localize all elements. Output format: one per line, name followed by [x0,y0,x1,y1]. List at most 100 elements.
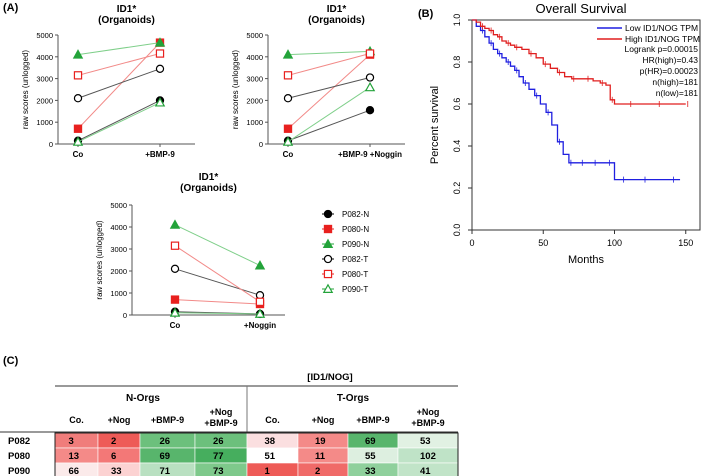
y-tick-label: 1000 [36,118,53,127]
column-header: Co. [69,415,84,425]
series-line-P080-N [175,300,260,304]
data-point-P080-T [366,50,373,57]
chart-title: ID1* [117,4,137,15]
y-tick-label: 3000 [36,75,53,84]
series-line-P080-T [175,246,260,302]
cell-value: 41 [420,466,431,476]
line-plot-co-vs-noggin: ID1*(Organoids) 0 1000 2000 3000 4000 5000 raw … [70,168,410,338]
cell-value: 69 [160,451,171,462]
column-header: +BMP-9 [151,415,184,425]
legend-marker-P082-N [324,210,331,217]
cell-value: 77 [213,451,224,462]
heatmap-cell [55,433,98,448]
data-point-P080-T [171,242,178,249]
x-tick-label: 100 [607,238,622,248]
y-tick-label: 0.8 [452,56,462,69]
cell-value: 13 [69,451,80,462]
cell-value: 55 [365,451,376,462]
series-line-P082-T [175,269,260,295]
cell-value: 33 [111,466,122,476]
data-point-P082-T [74,95,81,102]
data-point-P080-T [156,50,163,57]
cell-value: 26 [213,436,224,447]
cell-value: 6 [111,451,116,462]
x-tick-label: +Noggin [244,321,276,330]
data-point-P082-T [171,265,178,272]
legend-marker-P082-T [324,255,331,262]
column-header: +Nog [210,407,233,417]
chart-title: ID1* [199,172,219,183]
chart-title: Overall Survival [535,1,626,16]
cell-value: 19 [315,436,326,447]
y-axis-label: raw scores (unlogged) [21,50,30,129]
series-line-P090-T [175,313,260,314]
cell-value: 11 [315,451,326,462]
data-point-P082-T [284,95,291,102]
y-axis-label: raw scores (unlogged) [231,50,240,129]
cell-value: 38 [265,436,276,447]
y-tick-label: 3000 [110,245,127,254]
cell-value: 1 [265,466,271,476]
x-tick-label: +BMP-9 +Noggin [338,150,402,159]
y-tick-label: 3000 [246,75,263,84]
legend-marker-P080-T [324,270,331,277]
cell-value: 33 [365,466,376,476]
x-tick-label: Co [73,150,84,159]
chart-title: ID1* [327,4,347,15]
column-header: +BMP-9 [356,415,389,425]
y-tick-label: 2000 [110,267,127,276]
legend-label-P090-T: P090-T [342,285,368,294]
heatmap-cell [298,463,348,476]
y-tick-label: 0 [123,311,127,320]
heatmap-cell [98,448,140,463]
line-plot-co-vs-bmp9-noggin: ID1*(Organoids)010002000300040005000raw … [210,0,420,170]
series-line-P080-N [78,43,160,129]
series-line-P080-N [288,55,370,129]
data-point-P082-N [366,107,373,114]
data-point-P080-T [256,298,263,305]
column-header: +Nog [108,415,131,425]
cell-value: 102 [420,451,436,462]
y-tick-label: 4000 [246,53,263,62]
cell-value: 2 [315,466,320,476]
series-line-P080-T [288,54,370,76]
cell-value: 69 [365,436,376,447]
cell-value: 2 [111,436,116,447]
x-axis-label: Months [568,254,605,266]
heatmap-table: [ID1/NOG]N-Orgs T-OrgsCo. +Nog +BMP-9+Nog+B… [0,360,709,476]
y-axis-label: Percent survival [429,86,441,164]
legend-label-P080-T: P080-T [342,270,368,279]
cell-value: 26 [160,436,171,447]
data-point-P080-T [284,72,291,79]
x-tick-label: Co [170,321,181,330]
x-tick-label: +BMP-9 [145,150,175,159]
chart-title: (Organoids) [98,15,155,26]
data-point-P080-T [74,72,81,79]
cell-value: 53 [420,436,431,447]
line-plot-co-vs-bmp9: ID1*(Organoids) 0 1000 2000 3000 4000 5000 raw … [0,0,210,170]
legend-label-P082-T: P082-T [342,255,368,264]
stats-annotation: n(high)=181 [652,77,698,87]
y-tick-label: 1000 [110,289,127,298]
group-header: N-Orgs [126,393,160,404]
y-tick-label: 0 [259,140,263,149]
column-header: Co. [265,415,280,425]
row-label: P082 [8,436,30,447]
heatmap-cell [98,433,140,448]
table-title: [ID1/NOG] [307,372,352,383]
data-point-P090-N [256,261,264,269]
data-point-P090-T [366,83,374,91]
x-tick-label: 150 [678,238,693,248]
column-header: +Nog [312,415,335,425]
chart-title: (Organoids) [308,15,365,26]
y-tick-label: 2000 [36,96,53,105]
data-point-P080-N [74,125,81,132]
series-line-P080-T [78,54,160,76]
data-point-P082-T [366,74,373,81]
legend-marker-P080-N [324,225,331,232]
series-line-P090-N [288,51,370,54]
series-line-P082-T [78,69,160,98]
data-point-P082-T [156,65,163,72]
cell-value: 66 [69,466,80,476]
x-tick-label: 50 [538,238,548,248]
